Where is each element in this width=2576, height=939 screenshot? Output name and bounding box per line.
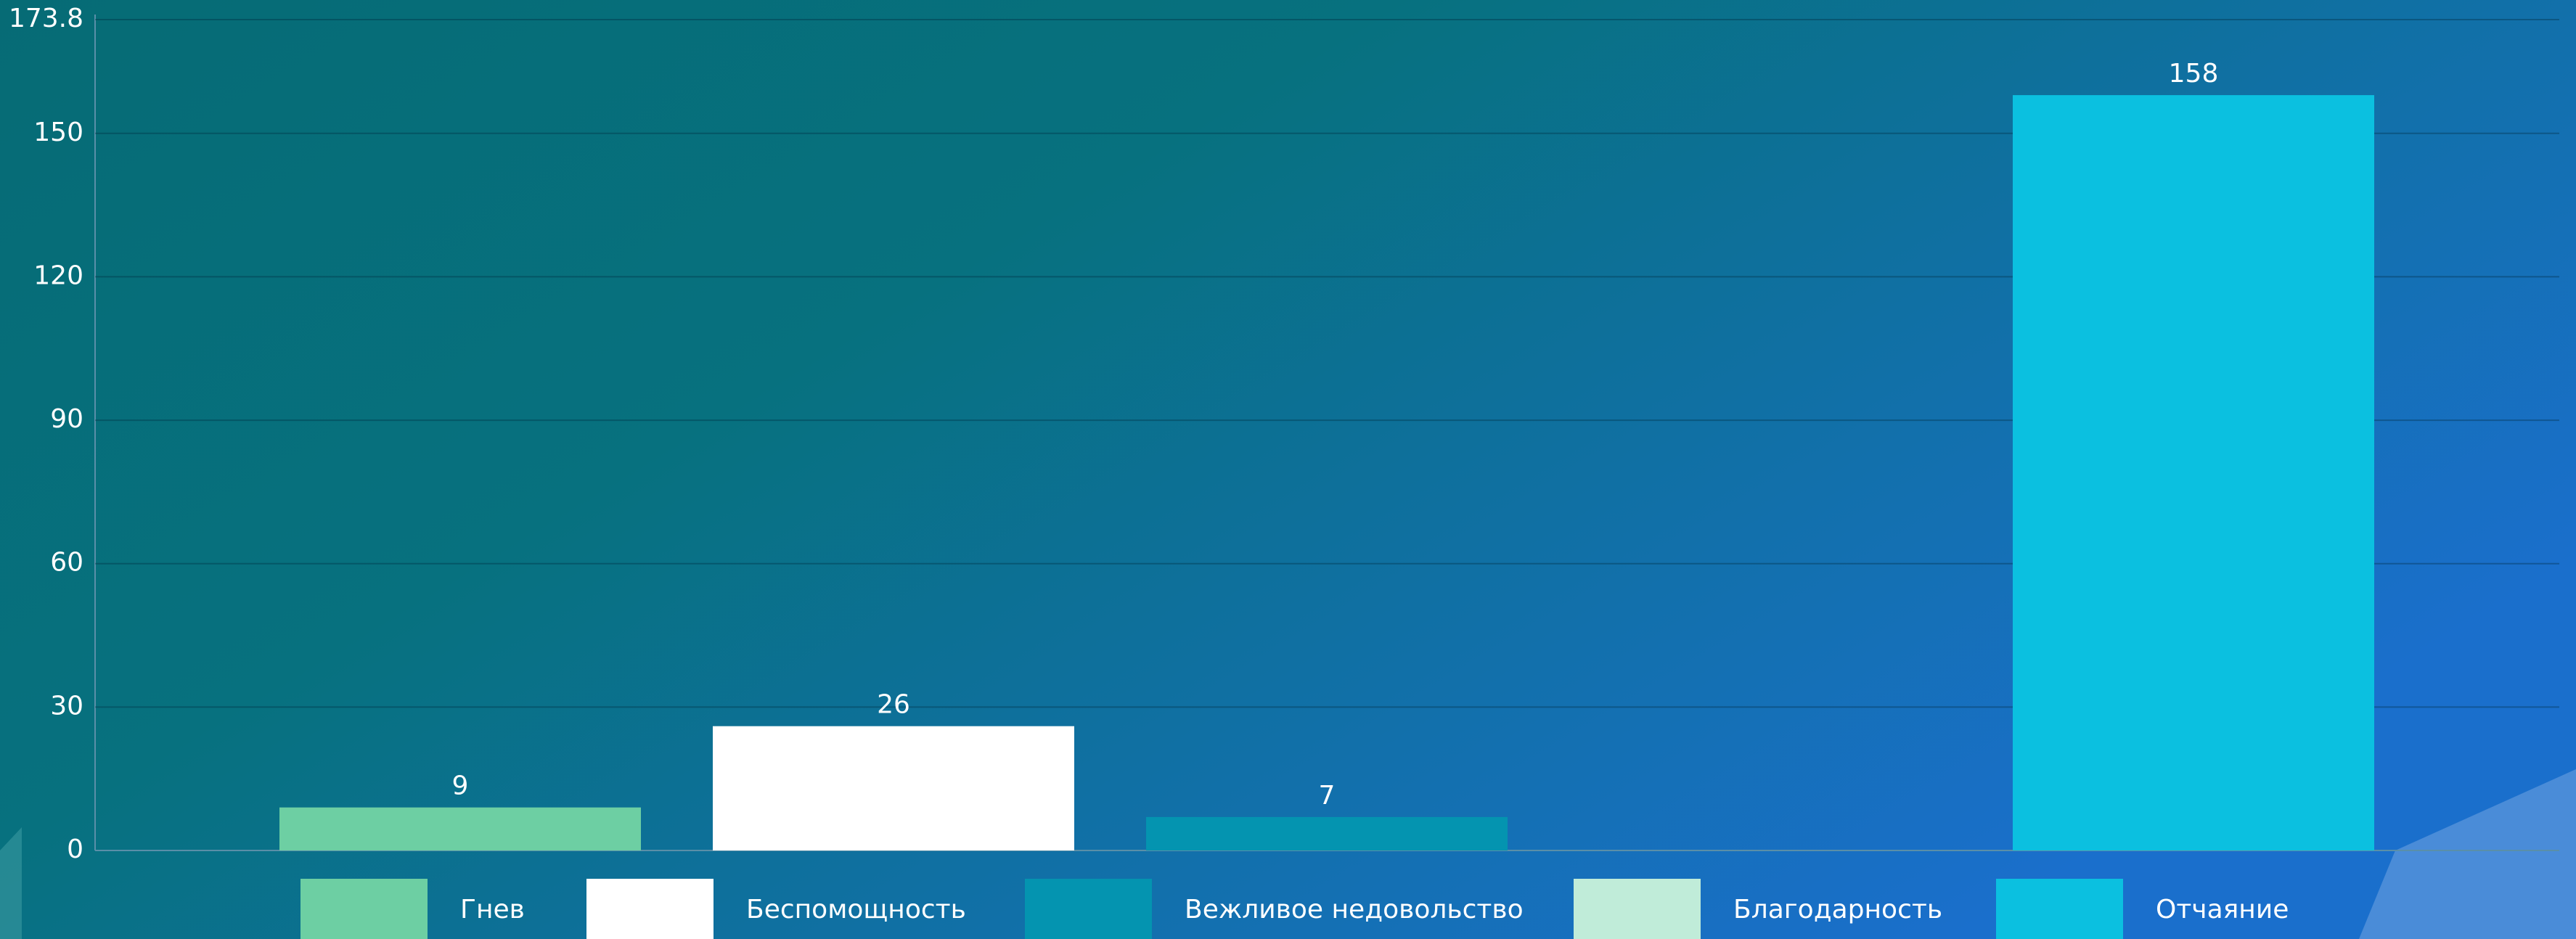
bar — [713, 726, 1074, 850]
legend-label: Вежливое недовольство — [1185, 895, 1524, 924]
legend-swatch — [586, 879, 713, 939]
bar — [279, 807, 641, 850]
value-label: 9 — [452, 771, 469, 801]
y-tick-label: 0 — [67, 835, 83, 864]
legend-label: Отчаяние — [2156, 895, 2289, 924]
y-tick-label: 60 — [50, 548, 83, 578]
legend-swatch — [1025, 879, 1152, 939]
decoration — [2359, 769, 2576, 939]
value-label: 158 — [2169, 59, 2219, 89]
y-tick-label: 90 — [50, 404, 83, 434]
value-label: 26 — [877, 690, 910, 720]
legend-swatch — [1996, 879, 2123, 939]
legend-label: Беспомощность — [746, 895, 966, 924]
decoration — [0, 827, 22, 939]
legend-label: Благодарность — [1733, 895, 1942, 924]
y-tick-label: 30 — [50, 691, 83, 721]
y-tick-label: 173.8 — [9, 4, 83, 33]
legend-swatch — [300, 879, 428, 939]
value-label: 7 — [1319, 781, 1336, 811]
y-tick-label: 150 — [33, 118, 83, 147]
legend-label: Гнев — [460, 895, 525, 924]
legend-swatch — [1574, 879, 1701, 939]
bar — [2013, 95, 2374, 850]
y-tick-label: 120 — [33, 261, 83, 290]
bar — [1146, 816, 1508, 850]
